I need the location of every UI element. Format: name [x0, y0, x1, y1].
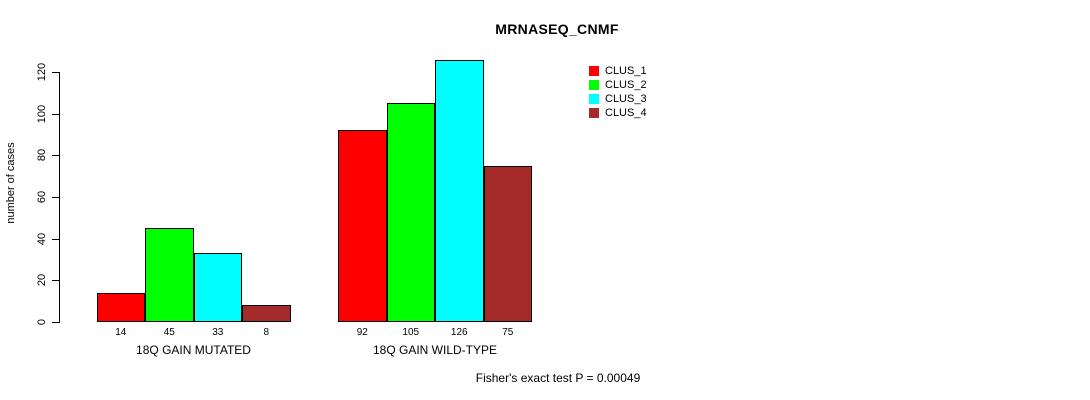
legend-item: CLUS_2	[589, 78, 647, 92]
legend-swatch-clus2	[589, 80, 599, 90]
legend-label: CLUS_2	[605, 79, 647, 91]
y-tick	[52, 197, 59, 198]
bar-value-label: 8	[263, 327, 270, 338]
bar-clus_3-1	[193, 253, 242, 322]
y-tick-label: 0	[36, 318, 48, 326]
group-label: 18Q GAIN MUTATED	[136, 343, 251, 357]
y-tick	[52, 238, 59, 240]
legend-item: CLUS_1	[589, 64, 647, 78]
y-tick-label: 100	[36, 104, 48, 123]
bar-clus_1-1	[96, 292, 145, 322]
bar-value-label: 75	[502, 327, 514, 338]
bar-clus_2-2	[386, 103, 435, 322]
bar-clus_3-2	[435, 59, 484, 322]
y-tick	[52, 155, 59, 157]
bar-value-label: 92	[356, 327, 368, 338]
bar-clus_4-2	[483, 165, 532, 322]
legend-label: CLUS_4	[605, 107, 647, 119]
y-tick-label: 40	[36, 232, 48, 245]
y-tick	[52, 113, 59, 115]
bar-clus_4-1	[242, 305, 291, 322]
legend-swatch-clus1	[589, 66, 599, 76]
bar-value-label: 14	[115, 327, 127, 338]
bar-clus_2-1	[145, 228, 194, 322]
y-tick	[52, 280, 59, 282]
bar-value-label: 126	[450, 327, 468, 338]
y-tick	[52, 322, 59, 323]
legend-label: CLUS_3	[605, 93, 647, 105]
legend-swatch-clus3	[589, 94, 599, 104]
bar-clus_1-2	[338, 130, 387, 322]
y-axis-line	[59, 71, 60, 323]
bar-value-label: 33	[212, 327, 224, 338]
bar-value-label: 45	[163, 327, 175, 338]
legend-item: CLUS_4	[589, 106, 647, 120]
y-tick-label: 60	[36, 190, 48, 204]
y-tick-label: 120	[36, 62, 48, 82]
legend-item: CLUS_3	[589, 92, 647, 106]
y-tick	[52, 72, 59, 73]
y-tick-label: 80	[36, 149, 48, 162]
legend: CLUS_1 CLUS_2 CLUS_3 CLUS_4	[589, 64, 647, 120]
y-tick-label: 20	[36, 274, 48, 287]
group-label: 18Q GAIN WILD-TYPE	[372, 343, 498, 357]
bar-value-label: 105	[402, 327, 420, 338]
chart-title: MRNASEQ_CNMF	[495, 21, 619, 37]
p-value-annotation: Fisher's exact test P = 0.00049	[475, 371, 641, 385]
y-axis-label: number of cases	[5, 142, 17, 224]
legend-swatch-clus4	[589, 108, 599, 118]
legend-label: CLUS_1	[605, 65, 647, 77]
